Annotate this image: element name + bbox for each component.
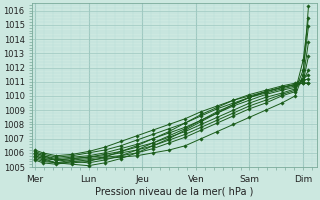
X-axis label: Pression niveau de la mer( hPa ): Pression niveau de la mer( hPa ) — [95, 187, 253, 197]
